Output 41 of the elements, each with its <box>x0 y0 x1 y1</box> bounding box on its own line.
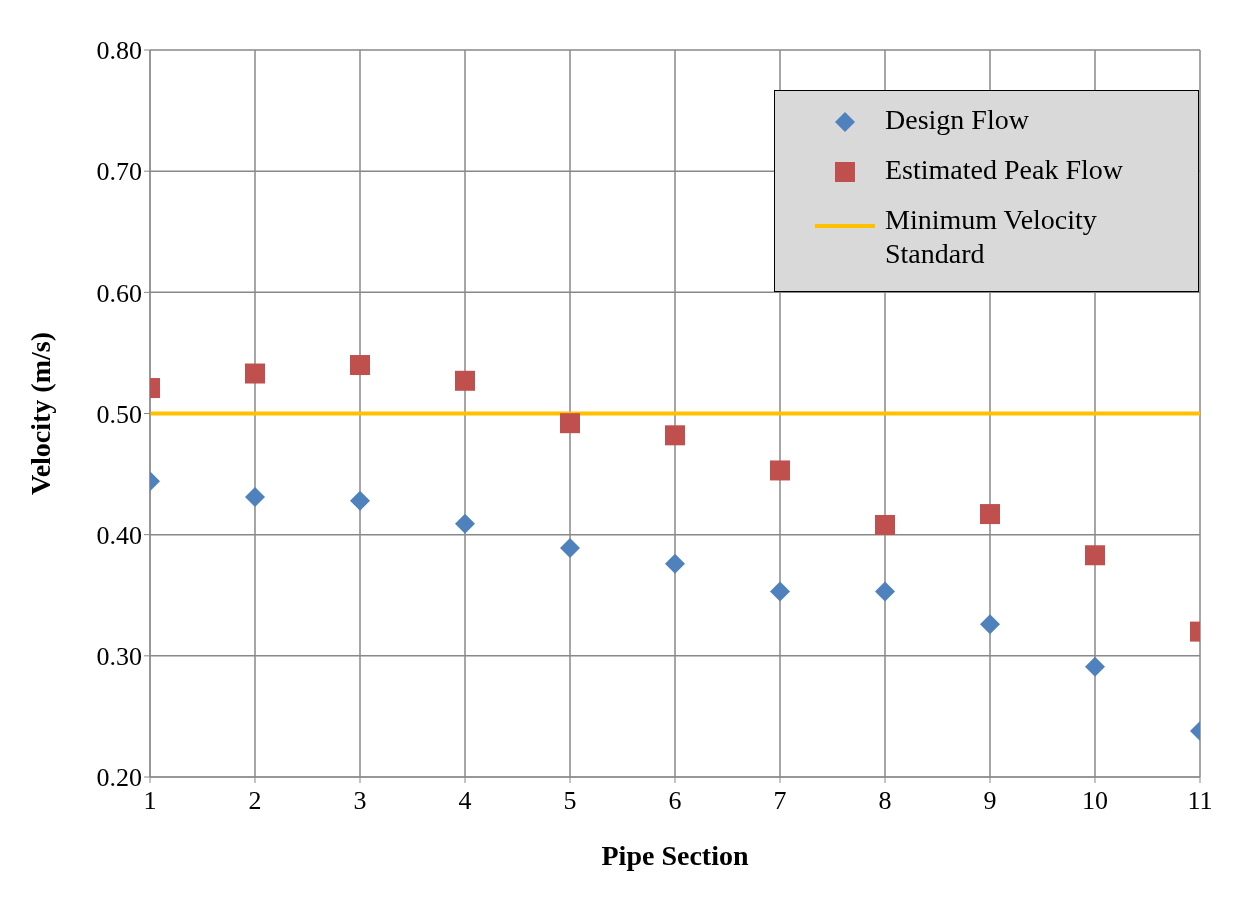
point <box>665 425 685 446</box>
y-tick-label: 0.60 <box>96 278 142 308</box>
point <box>980 614 1000 635</box>
point <box>1085 545 1105 566</box>
point <box>455 370 475 391</box>
legend-label: Design Flow <box>885 103 1030 137</box>
legend-label: Estimated Peak Flow <box>885 153 1124 187</box>
point <box>770 460 790 481</box>
x-axis-title: Pipe Section <box>601 840 749 871</box>
point <box>245 487 265 508</box>
x-tick-label: 8 <box>878 786 892 816</box>
point <box>350 355 370 376</box>
y-tick-label: 0.50 <box>96 399 142 429</box>
y-tick-label: 0.30 <box>96 642 142 672</box>
x-tick-label: 6 <box>668 786 682 816</box>
x-tick-label: 10 <box>1082 786 1108 816</box>
point <box>1085 656 1105 677</box>
y-tick-label: 0.80 <box>96 36 142 66</box>
point <box>560 537 580 558</box>
point <box>455 513 475 534</box>
point <box>770 581 790 602</box>
point <box>560 413 580 434</box>
point <box>875 514 895 535</box>
x-tick-label: 1 <box>143 786 157 816</box>
legend-label: Minimum Velocity Standard <box>885 203 1098 271</box>
point <box>245 363 265 384</box>
x-tick-label: 4 <box>458 786 472 816</box>
y-tick-label: 0.40 <box>96 520 142 550</box>
point <box>980 504 1000 525</box>
y-tick-label: 0.20 <box>96 763 142 793</box>
x-tick-label: 9 <box>983 786 997 816</box>
y-axis-title: Velocity (m/s) <box>24 331 56 496</box>
x-tick-label: 5 <box>563 786 577 816</box>
y-tick-label: 0.70 <box>96 157 142 187</box>
x-tick-label: 2 <box>248 786 262 816</box>
point <box>875 581 895 602</box>
x-tick-label: 3 <box>353 786 367 816</box>
point <box>350 490 370 511</box>
point <box>665 553 685 574</box>
x-tick-label: 11 <box>1187 786 1213 816</box>
x-tick-label: 7 <box>773 786 787 816</box>
